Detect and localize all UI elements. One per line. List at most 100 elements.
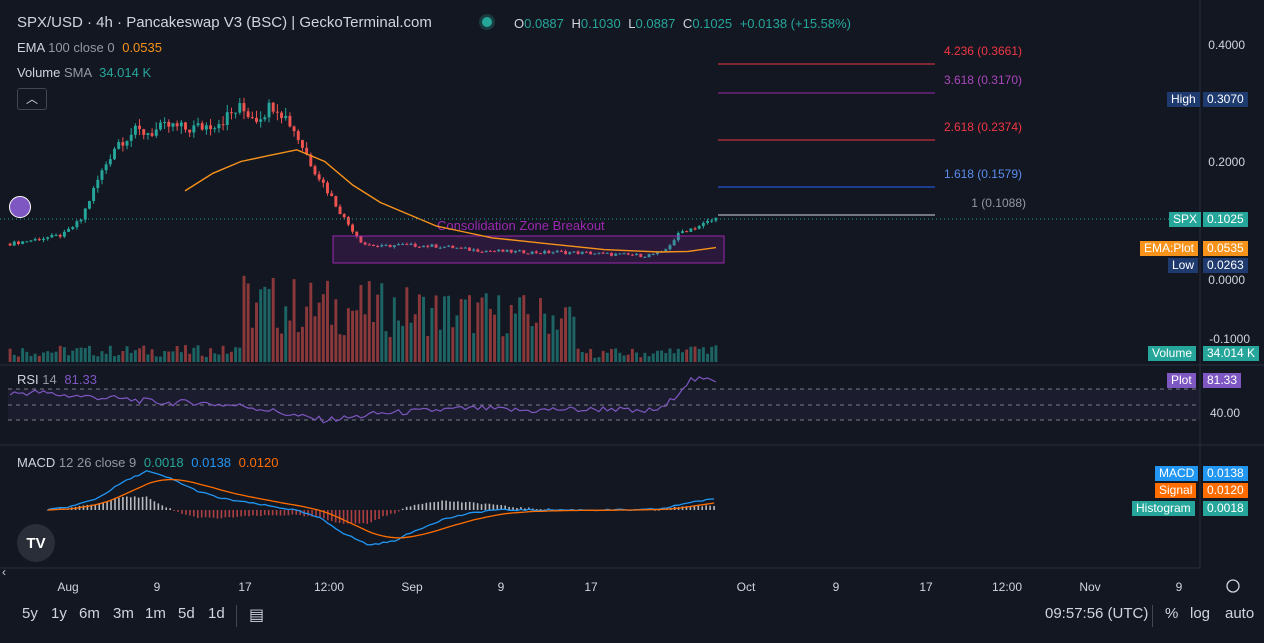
macd-histogram-bar (200, 510, 203, 518)
macd-histogram-bar (693, 505, 696, 510)
candle-body (568, 252, 572, 254)
macd-histogram-bar (118, 497, 120, 510)
log-scale-toggle[interactable]: log (1190, 605, 1211, 622)
volume-bar (397, 320, 400, 362)
macd-histogram-bar (421, 503, 424, 510)
volume-legend[interactable]: Volume SMA 34.014 K (17, 65, 151, 80)
volume-bar (305, 306, 309, 362)
candle-body (476, 249, 480, 252)
candle-body (664, 249, 668, 252)
consolidation-annotation[interactable]: Consolidation Zone Breakout (437, 218, 605, 233)
macd-histogram-bar (500, 505, 503, 510)
volume-bar (388, 336, 392, 362)
volume-bar (367, 281, 371, 362)
candle-body (635, 253, 639, 256)
low-tag-label: Low (1168, 258, 1199, 273)
volume-bar (676, 348, 680, 362)
volume-bar (405, 287, 409, 362)
volume-bar (597, 357, 601, 362)
macd-histogram-bar (122, 496, 124, 510)
timeframe-1d[interactable]: 1d (208, 605, 225, 622)
volume-bar (271, 277, 275, 362)
percent-scale-toggle[interactable]: % (1165, 605, 1179, 622)
settings-icon[interactable] (1226, 579, 1240, 593)
volume-bar (505, 333, 509, 362)
auto-scale-toggle[interactable]: auto (1225, 605, 1255, 622)
macd-legend[interactable]: MACD 12 26 close 9 0.0018 0.0138 0.0120 (17, 455, 278, 470)
volume-bar (338, 334, 342, 362)
volume-bar (334, 299, 338, 362)
volume-bar (225, 353, 229, 362)
macd-histogram-bar (524, 508, 526, 510)
volume-bar (438, 329, 442, 362)
volume-bar (150, 349, 154, 362)
toolbar-divider (236, 605, 237, 627)
volume-bar (618, 352, 622, 362)
candle-body (509, 249, 513, 253)
candle-body (179, 122, 183, 127)
user-avatar[interactable] (9, 196, 31, 218)
candle-body (33, 239, 37, 241)
macd-histogram-bar (240, 510, 242, 517)
volume-bar (651, 353, 655, 362)
spx-tag-label: SPX (1169, 212, 1202, 227)
macd-histogram-bar (283, 510, 286, 516)
macd-histogram-bar (90, 504, 93, 510)
volume-bar (384, 331, 388, 362)
collapse-legend-button[interactable]: ︿ (17, 88, 47, 110)
candle-body (263, 117, 267, 120)
candle-body (422, 245, 426, 248)
macd-histogram-bar (354, 510, 357, 524)
macd-histogram-bar (263, 510, 266, 515)
tradingview-logo[interactable]: TV (17, 524, 55, 562)
volume-bar (518, 297, 522, 362)
candle-body (555, 250, 559, 253)
macd-histogram-bar (133, 496, 136, 510)
candle-body (397, 244, 400, 246)
candle-body (67, 228, 71, 232)
candle-body (246, 111, 250, 118)
candle-body (685, 231, 689, 233)
candle-body (104, 164, 108, 171)
macd-histogram-bar (196, 510, 199, 519)
timeframe-6m[interactable]: 6m (79, 605, 100, 622)
candle-body (334, 196, 338, 207)
low-label: L (628, 16, 636, 31)
fib-label-4236: 4.236 (0.3661) (944, 44, 1022, 58)
volume-bar (21, 348, 25, 362)
utc-clock[interactable]: 09:57:56 (UTC) (1045, 605, 1149, 622)
volume-bar (455, 315, 459, 362)
candle-body (313, 166, 317, 175)
volume-bar (539, 298, 542, 362)
ohlc-readout: O0.0887 H0.1030 L0.0887 C0.1025 +0.0138 … (514, 16, 851, 31)
timeframe-3m[interactable]: 3m (113, 605, 134, 622)
volume-bar (426, 336, 430, 362)
volume-bar (58, 345, 62, 362)
volume-bar (488, 308, 492, 362)
timeframe-1y[interactable]: 1y (51, 605, 67, 622)
macd-histogram-bar (141, 496, 144, 510)
macd-histogram-bar (405, 506, 408, 510)
scroll-left-icon[interactable]: ‹ (2, 565, 6, 579)
timeframe-5d[interactable]: 5d (178, 605, 195, 622)
ema-legend-params: 100 close 0 (48, 40, 115, 55)
macd-histogram-bar (189, 510, 191, 516)
macd-histogram-bar (98, 503, 101, 510)
candle-body (242, 103, 246, 112)
ema-legend[interactable]: EMA 100 close 0 0.0535 (17, 40, 162, 55)
candle-body (513, 250, 517, 253)
candle-body (614, 253, 618, 256)
timeframe-5y[interactable]: 5y (22, 605, 38, 622)
rsi-legend[interactable]: RSI 14 81.33 (17, 372, 97, 387)
volume-bar (179, 352, 183, 362)
candle-body (321, 179, 325, 183)
candle-body (21, 241, 25, 244)
macd-histogram-bar (153, 501, 156, 510)
consolidation-zone-box[interactable] (332, 235, 725, 264)
macd-histogram-bar (531, 508, 534, 510)
macd-histogram-bar (114, 497, 116, 510)
candle-body (463, 247, 467, 249)
timeframe-1m[interactable]: 1m (145, 605, 166, 622)
date-range-icon[interactable]: ▤ (249, 607, 265, 624)
